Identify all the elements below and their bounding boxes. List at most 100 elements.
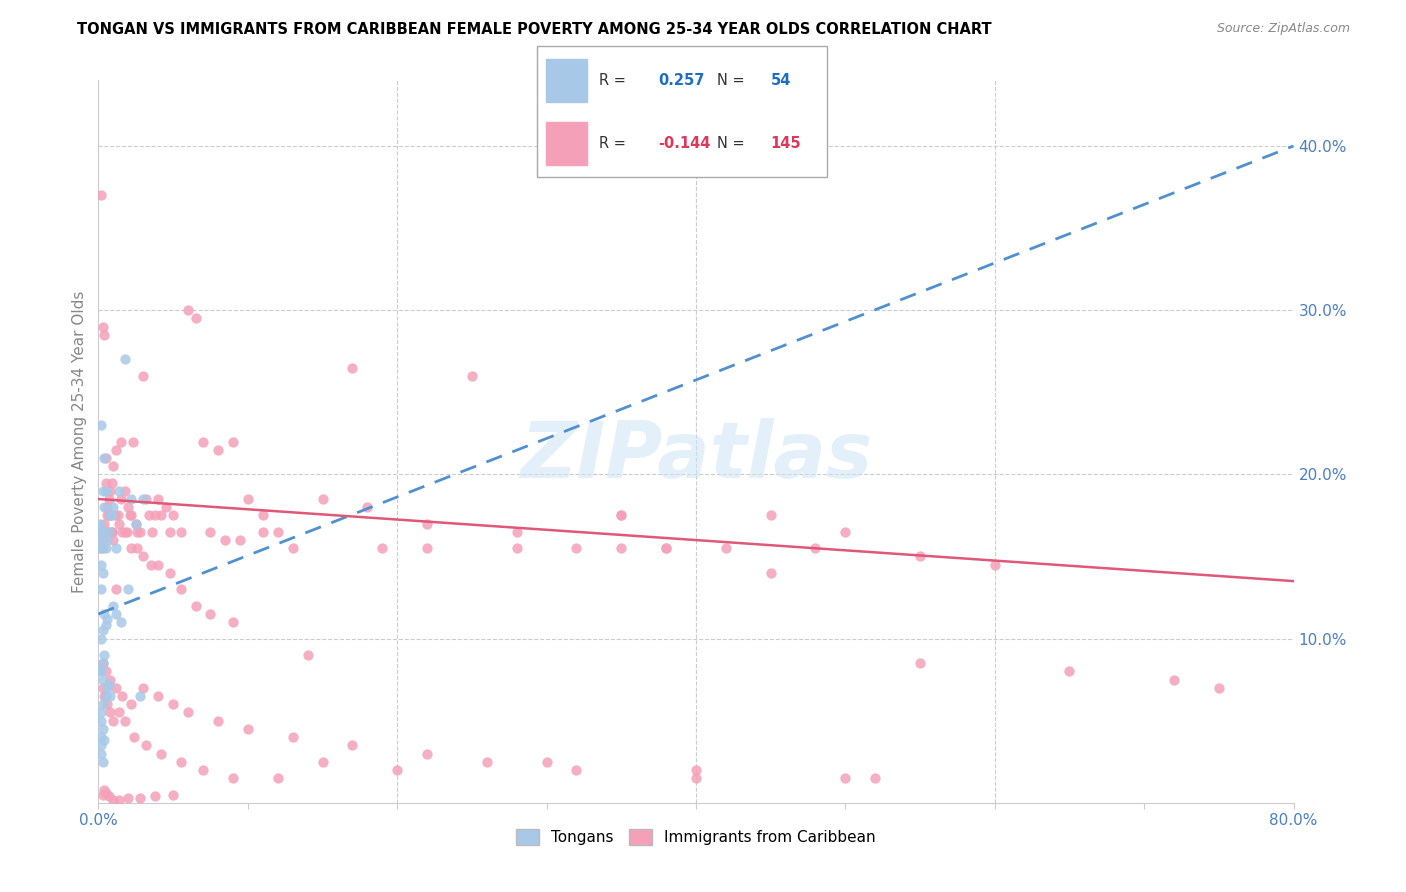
Point xyxy=(93,607,115,621)
Point xyxy=(132,549,155,564)
Point xyxy=(97,677,120,691)
Point xyxy=(91,566,114,580)
Point xyxy=(311,491,333,506)
Point xyxy=(90,714,112,728)
Point xyxy=(96,612,118,626)
Y-axis label: Female Poverty Among 25-34 Year Olds: Female Poverty Among 25-34 Year Olds xyxy=(72,291,87,592)
Text: 0.257: 0.257 xyxy=(658,73,704,88)
Text: N =: N = xyxy=(717,136,745,151)
Point xyxy=(416,541,439,556)
Point xyxy=(297,648,319,662)
Text: -0.144: -0.144 xyxy=(658,136,710,151)
Point xyxy=(229,533,252,547)
Point xyxy=(1163,673,1185,687)
Point xyxy=(98,673,122,687)
Point xyxy=(1208,681,1230,695)
Point xyxy=(97,524,120,539)
Point xyxy=(214,533,236,547)
Point xyxy=(90,730,112,744)
Point xyxy=(169,755,191,769)
Point xyxy=(222,771,245,785)
Point xyxy=(94,618,117,632)
Text: N =: N = xyxy=(717,73,745,88)
Text: 145: 145 xyxy=(770,136,801,151)
Point xyxy=(94,665,117,679)
Point xyxy=(155,500,177,515)
Point xyxy=(759,566,782,580)
Point xyxy=(94,483,117,498)
Point xyxy=(150,508,173,523)
Point xyxy=(94,450,117,465)
Text: R =: R = xyxy=(599,136,626,151)
Point xyxy=(97,508,120,523)
Text: 54: 54 xyxy=(770,73,790,88)
Point xyxy=(103,714,125,728)
Point xyxy=(115,524,138,539)
Point xyxy=(207,442,229,457)
Point xyxy=(655,541,678,556)
Point xyxy=(96,500,118,515)
Point xyxy=(200,607,222,621)
Point xyxy=(371,541,394,556)
Point xyxy=(89,665,111,679)
Point xyxy=(105,582,128,597)
Point xyxy=(110,434,132,449)
Point xyxy=(506,541,529,556)
Point xyxy=(91,657,114,671)
Point xyxy=(91,533,114,547)
Point xyxy=(169,582,191,597)
Point xyxy=(93,500,115,515)
Point xyxy=(834,771,856,785)
Point xyxy=(90,632,112,646)
Point xyxy=(311,755,333,769)
Point xyxy=(90,747,112,761)
Point xyxy=(984,558,1007,572)
Point xyxy=(120,491,142,506)
Point xyxy=(132,491,155,506)
Point xyxy=(125,516,148,531)
Point xyxy=(685,763,707,777)
Point xyxy=(90,188,112,202)
Legend: Tongans, Immigrants from Caribbean: Tongans, Immigrants from Caribbean xyxy=(509,822,883,853)
Point xyxy=(96,533,118,547)
Point xyxy=(834,524,856,539)
Point xyxy=(267,771,290,785)
Text: TONGAN VS IMMIGRANTS FROM CARIBBEAN FEMALE POVERTY AMONG 25-34 YEAR OLDS CORRELA: TONGAN VS IMMIGRANTS FROM CARIBBEAN FEMA… xyxy=(77,22,993,37)
Point xyxy=(91,541,114,556)
Point xyxy=(91,319,114,334)
Point xyxy=(91,755,114,769)
Point xyxy=(281,730,304,744)
Point xyxy=(536,755,558,769)
Point xyxy=(91,624,114,638)
Point xyxy=(124,730,146,744)
Point xyxy=(93,648,115,662)
Point xyxy=(475,755,498,769)
Point xyxy=(93,516,115,531)
Point xyxy=(908,657,931,671)
Point xyxy=(93,733,115,747)
Point xyxy=(101,524,124,539)
Point xyxy=(91,483,114,498)
FancyBboxPatch shape xyxy=(537,45,827,177)
Point xyxy=(94,689,117,703)
Point xyxy=(98,508,122,523)
Point xyxy=(169,524,191,539)
Point xyxy=(342,360,364,375)
Point xyxy=(101,508,124,523)
Point xyxy=(236,722,259,736)
Point xyxy=(101,475,124,490)
Point xyxy=(385,763,409,777)
Point xyxy=(177,303,200,318)
Point xyxy=(416,747,439,761)
Point xyxy=(114,714,136,728)
Point xyxy=(104,508,127,523)
Point xyxy=(103,459,125,474)
Point xyxy=(90,582,112,597)
Point xyxy=(91,673,114,687)
Point xyxy=(159,566,181,580)
Point xyxy=(141,524,163,539)
Point xyxy=(655,541,678,556)
Point xyxy=(191,434,214,449)
Bar xyxy=(546,122,588,165)
Point xyxy=(101,524,124,539)
